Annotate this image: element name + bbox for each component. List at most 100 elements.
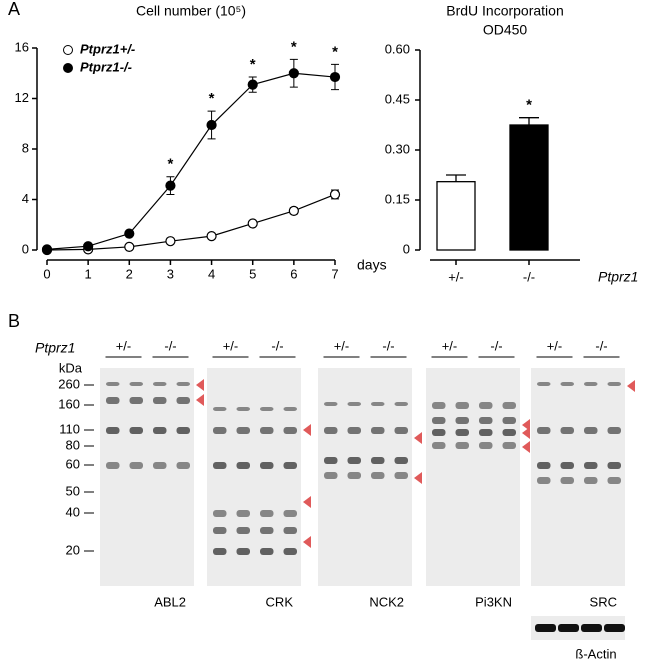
band [560, 462, 574, 469]
band [432, 402, 446, 409]
bar [436, 181, 476, 251]
group-label: -/- [490, 338, 502, 353]
band [106, 427, 120, 434]
x-tick-label: 6 [290, 266, 297, 281]
band [176, 427, 190, 434]
band [394, 402, 408, 406]
annotation: * [168, 156, 174, 173]
band [213, 462, 227, 469]
y-tick-label: 16 [15, 39, 29, 54]
band [324, 427, 338, 434]
band [283, 510, 297, 517]
band [432, 442, 446, 449]
blot [426, 368, 520, 586]
band [236, 407, 250, 411]
band [129, 382, 143, 386]
legend-marker [63, 45, 73, 55]
arrow [414, 472, 422, 484]
band [260, 548, 274, 555]
y-tick-label: 0 [22, 241, 29, 256]
x-tick-label: 2 [126, 266, 133, 281]
band [176, 397, 190, 404]
group-label: +/- [116, 338, 132, 353]
marker [288, 68, 299, 79]
band [371, 457, 385, 464]
annotation: * [291, 38, 297, 55]
arrow [414, 432, 422, 444]
arrow [303, 496, 311, 508]
band [479, 417, 493, 424]
band [394, 472, 408, 479]
marker [206, 231, 217, 242]
band [584, 427, 598, 434]
band [260, 407, 274, 411]
band [213, 510, 227, 517]
marker [206, 119, 217, 131]
band [607, 427, 621, 434]
y-tick-label: 0.60 [385, 41, 410, 56]
marker [83, 241, 94, 252]
marker-label: 20 [66, 542, 80, 557]
y-tick-label: 8 [22, 140, 29, 155]
band [347, 472, 361, 479]
y-tick-label: 12 [15, 90, 29, 105]
blot-label: Pi3KN [475, 594, 512, 609]
marker-label: 50 [66, 483, 80, 498]
group-label: +/- [547, 338, 563, 353]
blot [100, 368, 194, 586]
band [347, 457, 361, 464]
band [213, 548, 227, 555]
band [236, 548, 250, 555]
x-tick-label: 5 [249, 266, 256, 281]
band [537, 462, 551, 469]
band [260, 427, 274, 434]
band [560, 427, 574, 434]
band [371, 472, 385, 479]
marker [247, 79, 258, 90]
band [581, 624, 602, 632]
annotation: * [526, 97, 532, 114]
band [129, 397, 143, 404]
band [106, 462, 120, 469]
x-tick-label: 0 [43, 266, 50, 281]
band [394, 427, 408, 434]
x-tick-label: 7 [331, 266, 338, 281]
band [283, 548, 297, 555]
band [607, 382, 621, 386]
band [455, 402, 469, 409]
band [324, 457, 338, 464]
band [153, 382, 167, 386]
marker-label: 60 [66, 456, 80, 471]
band [347, 402, 361, 406]
marker [288, 205, 299, 216]
y-tick-label: 0 [403, 241, 410, 256]
group-label: +/- [334, 338, 350, 353]
band [324, 472, 338, 479]
blot-label: ABL2 [154, 594, 186, 609]
band [479, 402, 493, 409]
band [213, 527, 227, 534]
x-tick-label: -/- [523, 269, 535, 284]
chart-title: BrdU Incorporation [446, 3, 564, 19]
x-tick-label: 4 [208, 266, 215, 281]
band [213, 407, 227, 411]
band [537, 477, 551, 484]
band [560, 382, 574, 386]
marker-label: 40 [66, 504, 80, 519]
x-tick-label: 1 [85, 266, 92, 281]
marker-label: 80 [66, 437, 80, 452]
band [371, 427, 385, 434]
legend-label: Ptprz1-/- [80, 59, 132, 74]
y-tick-label: 4 [22, 191, 29, 206]
band [432, 417, 446, 424]
x-tick-label: +/- [448, 269, 464, 284]
marker [124, 228, 135, 239]
band [558, 624, 579, 632]
arrow [196, 394, 204, 406]
band [260, 462, 274, 469]
error-bar [446, 174, 466, 182]
band [236, 527, 250, 534]
band [176, 462, 190, 469]
band [106, 397, 120, 404]
y-tick-label: 0.45 [385, 91, 410, 106]
